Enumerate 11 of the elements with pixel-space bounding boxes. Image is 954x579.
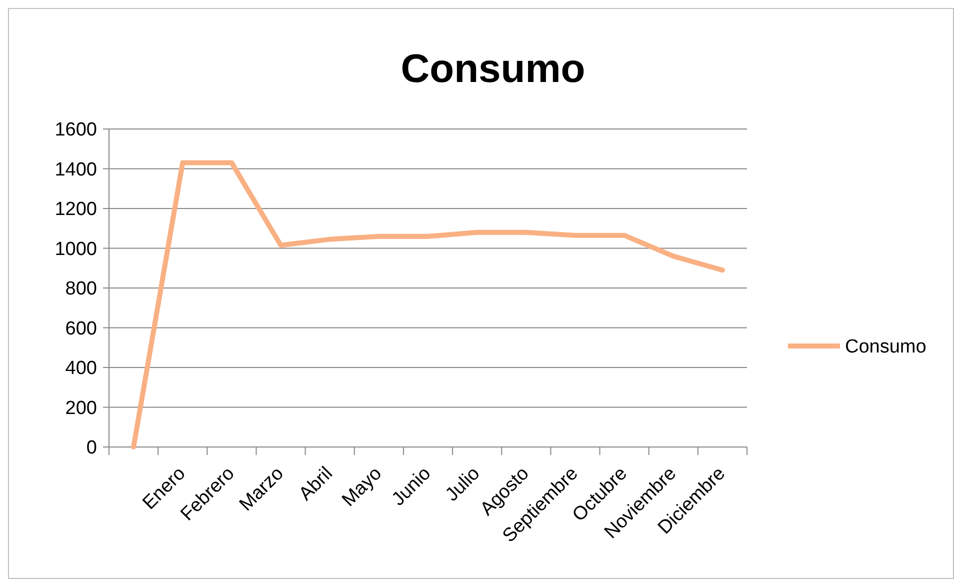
- y-tick-label: 1600: [54, 120, 97, 141]
- y-tick-label: 0: [86, 438, 97, 459]
- chart-title: Consumo: [400, 47, 586, 91]
- y-tick-label: 600: [65, 318, 97, 340]
- legend-label: Consumo: [845, 336, 926, 358]
- y-tick-label: 800: [65, 278, 97, 300]
- y-tick-label: 200: [65, 398, 97, 419]
- y-tick-label: 1200: [54, 199, 97, 220]
- y-tick-label: 1400: [54, 159, 97, 180]
- y-tick-label: 400: [65, 358, 97, 380]
- y-tick-label: 1000: [54, 238, 97, 260]
